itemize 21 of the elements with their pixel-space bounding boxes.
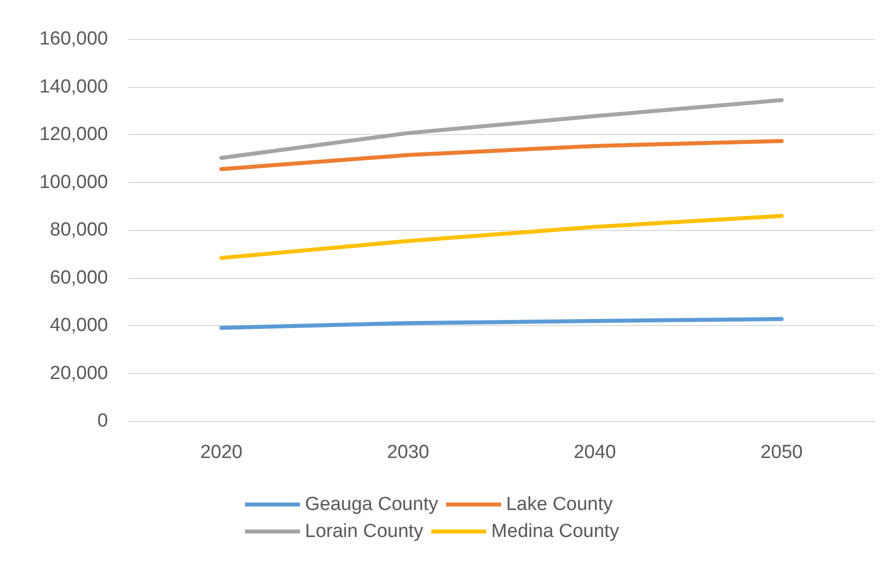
- line-series: [219, 214, 784, 260]
- y-tick-label: 120,000: [39, 124, 108, 145]
- x-tick-label: 2020: [200, 442, 243, 463]
- y-tick-label: 140,000: [39, 76, 108, 98]
- y-tick-label: 40,000: [50, 315, 108, 336]
- line-series: [219, 98, 784, 160]
- x-tick-label: 2030: [386, 442, 430, 463]
- y-tick-label: 0: [97, 410, 108, 432]
- line-series: [219, 138, 784, 172]
- y-tick-label: 20,000: [50, 362, 108, 384]
- y-tick-label: 60,000: [50, 267, 108, 288]
- line-series: [219, 317, 784, 330]
- legend-label: Medina County: [491, 521, 620, 542]
- y-tick-label: 80,000: [50, 220, 108, 240]
- legend-label: Geauga County: [305, 494, 439, 515]
- y-tick-label: 100,000: [39, 172, 108, 193]
- legend-label: Lake County: [506, 494, 614, 515]
- y-tick-label: 160,000: [39, 28, 108, 50]
- x-tick-label: 2040: [574, 442, 616, 463]
- legend-label: Lorain County: [305, 521, 424, 542]
- x-tick-label: 2050: [760, 442, 803, 463]
